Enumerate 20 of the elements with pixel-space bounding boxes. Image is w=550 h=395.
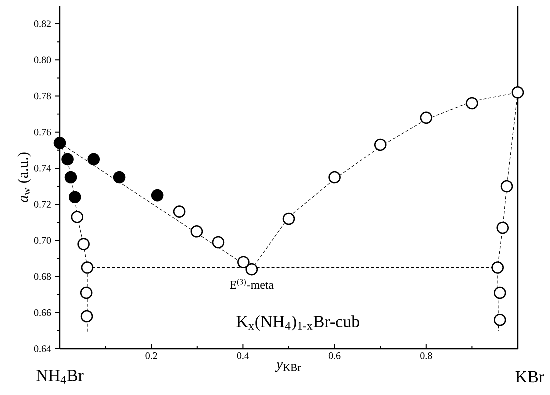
annotation: E$^{(3)}$-meta — [230, 279, 274, 290]
x-axis-title: y$_{KBr}$ — [275, 362, 301, 372]
y-tick-label: 0.80 — [34, 56, 52, 64]
y-tick-label: 0.78 — [34, 92, 52, 100]
y-tick-label: 0.76 — [34, 128, 52, 136]
y-tick-label: 0.68 — [34, 273, 52, 280]
annotation: K$_{x}$(NH$_{4}$)$_{1-x}$Br-cub — [236, 316, 360, 331]
y-tick-label: 0.70 — [34, 237, 52, 244]
y-tick-label: 0.64 — [34, 346, 52, 352]
y-tick-label: 0.72 — [34, 201, 51, 208]
text: KBr — [516, 371, 544, 383]
y-tick-label: 0.66 — [34, 310, 52, 316]
x-tick-label: 0.6 — [328, 352, 341, 360]
y-tick-label: 0.82 — [34, 20, 51, 28]
y-axis-title: a$_{w}$ (a.u.) — [18, 152, 32, 202]
y-tick-label: 0.74 — [34, 165, 52, 172]
text: NH$_{4}$Br — [36, 370, 84, 384]
x-tick-label: 0.8 — [420, 352, 432, 360]
x-tick-label: 0.4 — [237, 352, 250, 360]
x-tick-label: 0.2 — [146, 352, 158, 360]
